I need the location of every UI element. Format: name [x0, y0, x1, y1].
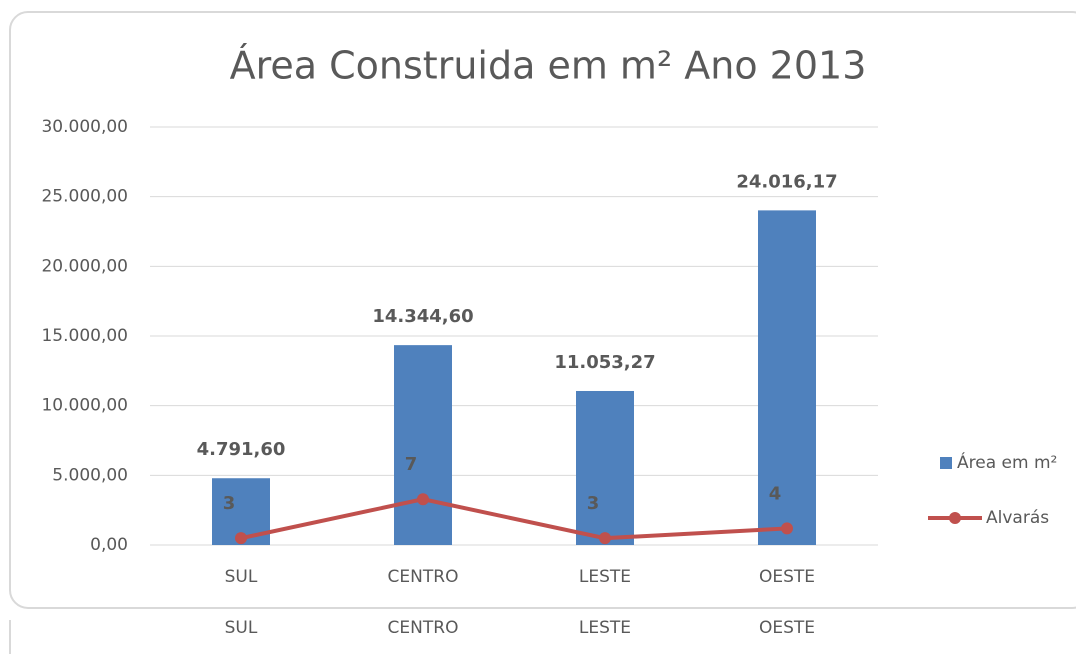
legend-label: Área em m²: [957, 451, 1057, 473]
bar: [576, 390, 634, 545]
x-tick-label: LESTE: [579, 567, 631, 587]
data-label: 3: [223, 493, 236, 514]
y-tick-label: 0,00: [90, 535, 128, 555]
x-tick-label: OESTE: [759, 567, 815, 587]
y-tick-label: 10.000,00: [41, 396, 128, 416]
y-tick-label: 20.000,00: [41, 256, 128, 276]
y-tick-label: 15.000,00: [41, 326, 128, 346]
legend-label: Alvarás: [986, 508, 1049, 528]
data-label: 11.053,27: [554, 352, 655, 373]
y-tick-label: 25.000,00: [41, 187, 128, 207]
x-tick-label: OESTE: [759, 618, 815, 638]
bar: [758, 210, 816, 545]
data-label: 7: [405, 454, 418, 475]
data-label: 24.016,17: [736, 171, 837, 192]
line: [240, 497, 788, 541]
legend-swatch: [940, 457, 952, 469]
x-tick-label: SUL: [225, 567, 258, 587]
y-tick-label: 5.000,00: [52, 465, 128, 485]
legend-swatch: [949, 512, 961, 524]
x-tick-label: SUL: [225, 618, 258, 638]
y-tick-label: 30.000,00: [41, 117, 128, 137]
line-point: [235, 532, 247, 545]
data-label: 3: [587, 493, 600, 514]
data-label: 4: [769, 483, 782, 504]
chart-frame: [9, 11, 1076, 609]
data-label: 4.791,60: [197, 439, 286, 460]
x-tick-label: CENTRO: [388, 618, 459, 638]
x-tick-label: CENTRO: [388, 567, 459, 587]
chart-title: Área Construida em m² Ano 2013: [230, 44, 867, 88]
x-tick-label: LESTE: [579, 618, 631, 638]
data-label: 14.344,60: [372, 306, 473, 327]
line-point: [417, 493, 429, 506]
bar: [394, 345, 452, 545]
line-point: [599, 532, 611, 545]
line-point: [781, 522, 793, 535]
